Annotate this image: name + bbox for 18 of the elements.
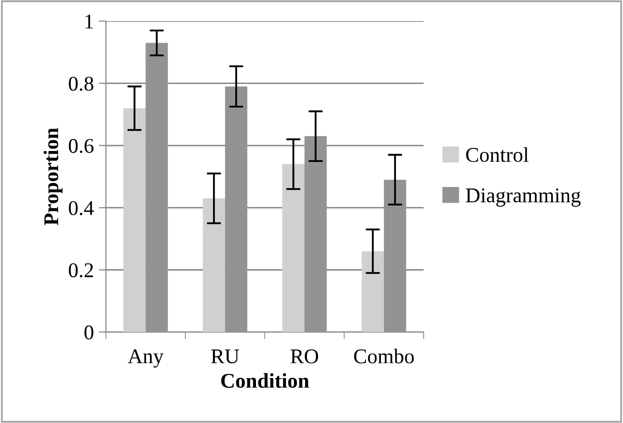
x-tick-label: RU <box>211 350 240 364</box>
y-tick-label: 0 <box>84 325 94 340</box>
bar <box>123 108 146 332</box>
y-tick-label: 0.4 <box>68 201 94 216</box>
y-axis-title: Proportion <box>44 128 63 226</box>
x-tick-label: Any <box>128 349 164 368</box>
y-tick-label: 1 <box>86 14 93 28</box>
y-tick-label: 0.8 <box>68 76 94 91</box>
x-tick-label: RO <box>290 349 318 364</box>
y-tick-label: 0.6 <box>68 138 94 154</box>
y-tick-label: 0.2 <box>68 263 93 278</box>
x-axis-title: Condition <box>221 373 310 388</box>
x-tick-label: Combo <box>354 348 414 364</box>
bar <box>202 198 226 332</box>
legend-label: Diagramming <box>466 188 581 207</box>
legend-label: Control <box>466 147 529 162</box>
bar <box>282 164 304 332</box>
bar <box>362 251 384 332</box>
